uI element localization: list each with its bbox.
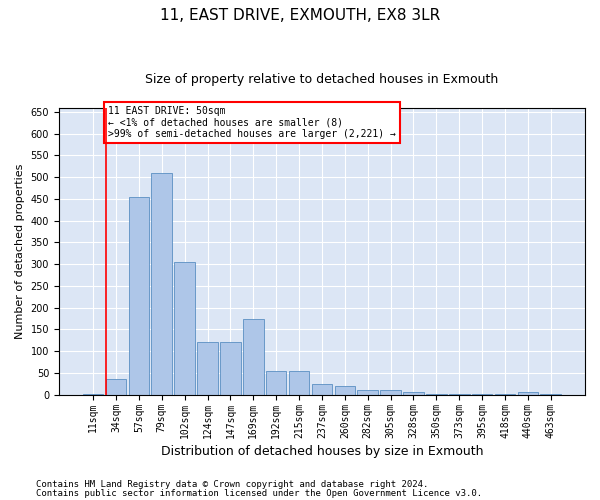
Bar	[128, 196, 149, 394]
Text: 11, EAST DRIVE, EXMOUTH, EX8 3LR: 11, EAST DRIVE, EXMOUTH, EX8 3LR	[160, 8, 440, 22]
Bar	[106, 380, 126, 394]
Bar	[175, 262, 195, 394]
Title: Size of property relative to detached houses in Exmouth: Size of property relative to detached ho…	[145, 72, 499, 86]
Text: Contains HM Land Registry data © Crown copyright and database right 2024.: Contains HM Land Registry data © Crown c…	[36, 480, 428, 489]
Bar	[518, 392, 538, 394]
Bar	[151, 173, 172, 394]
X-axis label: Distribution of detached houses by size in Exmouth: Distribution of detached houses by size …	[161, 444, 483, 458]
Bar	[358, 390, 378, 394]
Y-axis label: Number of detached properties: Number of detached properties	[15, 164, 25, 339]
Bar	[197, 342, 218, 394]
Bar	[311, 384, 332, 394]
Bar	[266, 370, 286, 394]
Bar	[335, 386, 355, 394]
Text: 11 EAST DRIVE: 50sqm
← <1% of detached houses are smaller (8)
>99% of semi-detac: 11 EAST DRIVE: 50sqm ← <1% of detached h…	[108, 106, 396, 140]
Bar	[289, 370, 310, 394]
Text: Contains public sector information licensed under the Open Government Licence v3: Contains public sector information licen…	[36, 488, 482, 498]
Bar	[380, 390, 401, 394]
Bar	[243, 318, 263, 394]
Bar	[403, 392, 424, 394]
Bar	[220, 342, 241, 394]
